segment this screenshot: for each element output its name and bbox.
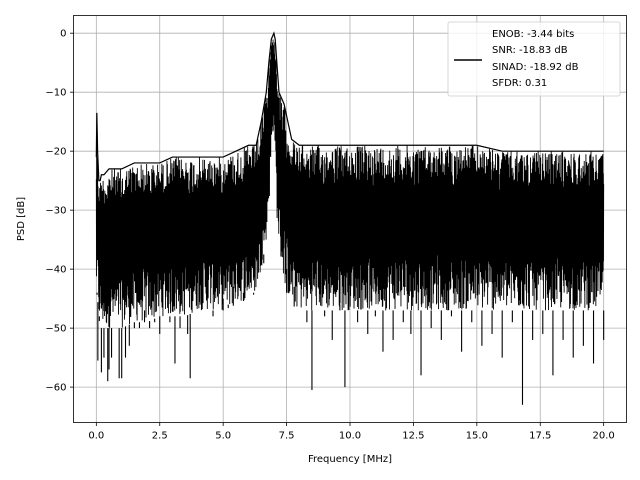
y-tick-label: −40 [45, 265, 66, 276]
x-tick-label: 20.0 [593, 431, 615, 442]
plot-area [95, 31, 605, 405]
y-tick-label: −30 [45, 206, 66, 217]
legend-sinad: SINAD: -18.92 dB [492, 62, 579, 73]
legend-snr: SNR: -18.83 dB [492, 45, 568, 56]
legend: ENOB: -3.44 bits SNR: -18.83 dB SINAD: -… [447, 21, 621, 97]
psd-envelope-line [95, 31, 604, 182]
x-tick-label: 17.5 [529, 431, 551, 442]
y-tick-label: 0 [60, 29, 66, 40]
legend-enob: ENOB: -3.44 bits [492, 29, 574, 40]
y-tick-label: −60 [45, 383, 66, 394]
y-axis-ticks: 0 −10 −20 −30 −40 −50 −60 [45, 29, 74, 394]
legend-box [447, 21, 621, 97]
x-tick-label: 5.0 [215, 431, 231, 442]
x-axis-ticks: 0.0 2.5 5.0 7.5 10.0 12.5 15.0 17.5 20.0 [88, 422, 615, 442]
legend-sfdr: SFDR: 0.31 [492, 78, 547, 89]
x-tick-label: 7.5 [279, 431, 295, 442]
x-tick-label: 12.5 [402, 431, 424, 442]
x-tick-label: 15.0 [466, 431, 488, 442]
y-tick-label: −10 [45, 88, 66, 99]
x-axis-label: Frequency [MHz] [308, 454, 392, 465]
y-tick-label: −20 [45, 147, 66, 158]
x-tick-label: 0.0 [88, 431, 104, 442]
x-tick-label: 2.5 [152, 431, 168, 442]
y-axis-label: PSD [dB] [16, 197, 27, 241]
y-tick-label: −50 [45, 324, 66, 335]
psd-noise-band [95, 39, 605, 328]
x-tick-label: 10.0 [339, 431, 361, 442]
